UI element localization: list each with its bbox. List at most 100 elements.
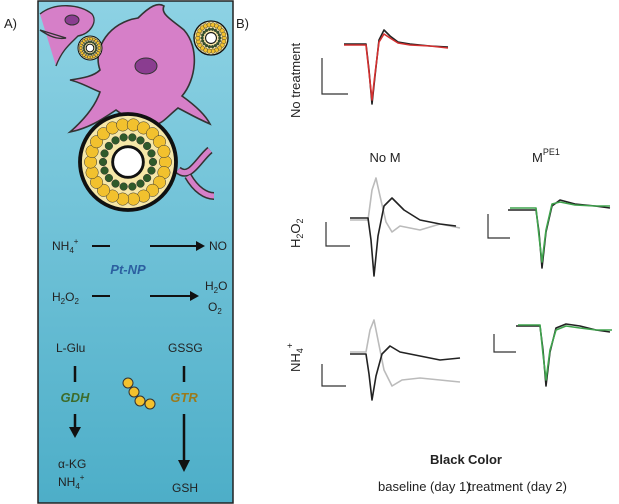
particle-dot [112, 137, 120, 145]
text: 2 [217, 307, 222, 316]
particle-dot [201, 40, 204, 43]
panel-label: B) [236, 16, 249, 31]
text: O [218, 279, 227, 293]
trace-baseline [508, 200, 610, 268]
particle-dot [105, 142, 113, 150]
scale-bar [494, 334, 516, 352]
particle-dot [101, 150, 109, 158]
row-label: NH4+ [285, 343, 305, 372]
particle-dot [137, 137, 145, 145]
trace-baseline [350, 198, 456, 276]
particle-dot [105, 174, 113, 182]
particle-dot [92, 42, 94, 44]
chem-formula: NO [209, 239, 227, 253]
particle-dot [201, 37, 204, 40]
text: H [205, 279, 214, 293]
panel-label: A) [4, 16, 17, 31]
text: + [285, 343, 295, 348]
scale-bar [488, 214, 510, 238]
particle-dot [148, 150, 156, 158]
enzyme-label: GTR [170, 390, 198, 405]
legend-label: Black [430, 452, 465, 467]
legend-description: baseline (day 1) [378, 479, 471, 494]
particle-dot [214, 29, 217, 32]
catalyst-label: Pt-NP [110, 262, 146, 277]
text: + [80, 473, 85, 482]
trace-treatment [510, 202, 610, 262]
text: 4 [69, 246, 74, 255]
trace-treatment [518, 325, 612, 380]
particle-dot [222, 32, 226, 36]
trace-baseline [350, 346, 460, 400]
particle-dot [101, 167, 109, 175]
text: 4 [75, 482, 80, 491]
particle-dot [203, 42, 206, 45]
scale-bar [322, 364, 346, 386]
particle-dot [158, 145, 170, 157]
particle-dot [97, 44, 100, 47]
particle-dot [84, 51, 86, 53]
text: M [532, 150, 543, 165]
legend-description: treatment (day 2) [468, 479, 567, 494]
particle-dot [90, 53, 92, 55]
figure: A) NH4+ NO Pt-NP H2O2 H2O O2 L-Glu GSSG … [0, 0, 619, 504]
particle-dot [201, 34, 204, 37]
text: PE1 [543, 147, 560, 157]
particle-dot [137, 180, 145, 188]
particle-dot [214, 44, 217, 47]
chem-formula: GSSG [168, 341, 203, 355]
particle-dot [211, 45, 214, 48]
text: O [208, 300, 217, 314]
particle-dot [216, 31, 219, 34]
text: NH [52, 239, 69, 253]
chem-formula: L-Glu [56, 341, 85, 355]
text: 4 [295, 348, 305, 353]
particle-dot [99, 158, 107, 166]
column-label: MPE1 [532, 147, 560, 165]
text: NH [288, 353, 303, 372]
particle-dot [128, 134, 136, 142]
particle-dot [205, 29, 208, 32]
row-label: No treatment [288, 42, 303, 118]
particle-dot [120, 134, 128, 142]
particle-dot [208, 45, 211, 48]
text: 2 [74, 297, 79, 306]
particle-core [206, 33, 217, 44]
particle-dot [90, 41, 92, 43]
row-label: H2O2 [288, 218, 305, 248]
particle-dot [84, 43, 86, 45]
text: H [52, 290, 61, 304]
particle-dot [83, 49, 85, 51]
text: 2 [295, 218, 305, 223]
text: H [288, 239, 303, 248]
trace-baseline [516, 324, 610, 386]
particle-dot [95, 45, 97, 47]
particle-dot [95, 49, 97, 51]
particle-dot [216, 42, 219, 45]
column-label: No M [369, 150, 400, 165]
particle-core [113, 147, 144, 178]
particle-dot [218, 37, 221, 40]
text: NH [58, 475, 75, 489]
text: O [65, 290, 74, 304]
particle-dot [211, 28, 214, 31]
particle-dot [148, 167, 156, 175]
particle-dot [128, 183, 136, 191]
particle-dot [92, 52, 94, 54]
particle-dot [95, 47, 97, 49]
particle-dot [83, 47, 85, 49]
chem-formula: α-KG [58, 457, 86, 471]
particle-dot [149, 158, 157, 166]
particle-dot [88, 53, 90, 55]
nucleus [65, 15, 79, 25]
particle-dot [208, 28, 211, 31]
nucleus [135, 58, 157, 74]
particle-dot [94, 43, 96, 45]
text: O [288, 223, 303, 233]
particle-dot [203, 31, 206, 34]
particle-dot [205, 44, 208, 47]
enzyme-label: GDH [61, 390, 91, 405]
particle-dot [86, 52, 88, 54]
particle-dot [143, 142, 151, 150]
particle-dot [83, 45, 85, 47]
